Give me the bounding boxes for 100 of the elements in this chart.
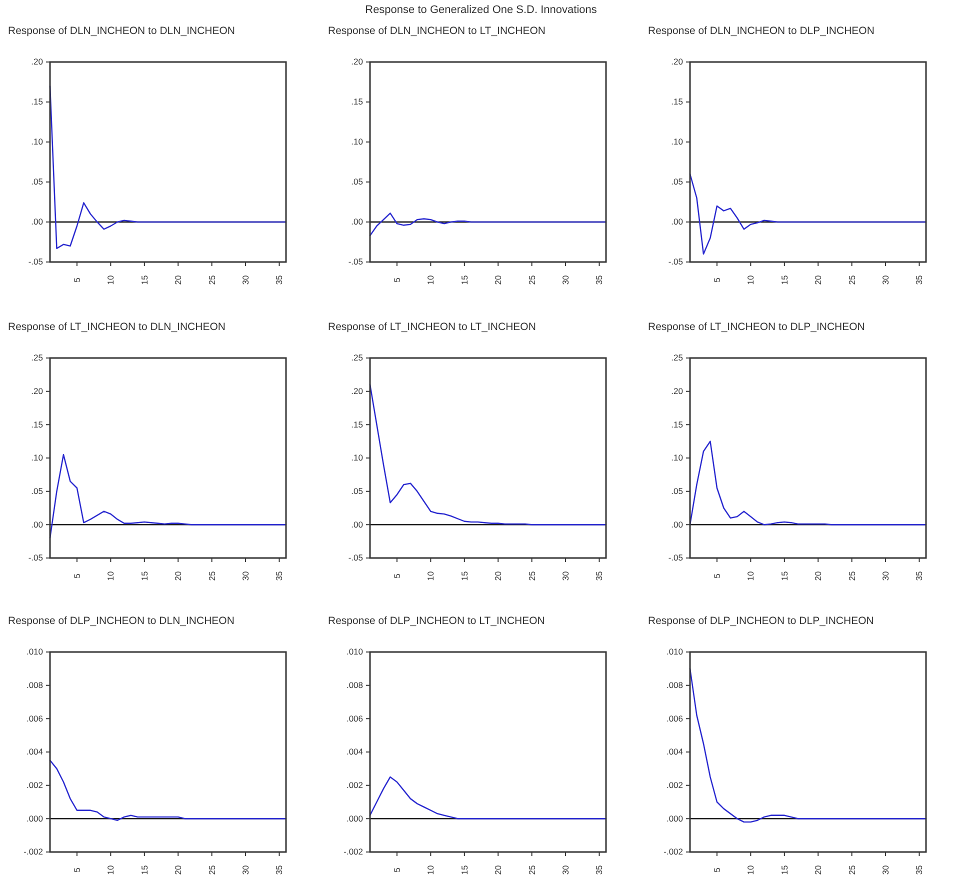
x-tick-label: 15: [139, 275, 150, 285]
x-tick-label: 5: [712, 867, 722, 872]
y-tick-label: .006: [346, 713, 364, 724]
y-tick-label: .10: [31, 452, 44, 463]
y-tick-label: .00: [671, 519, 684, 530]
x-tick-label: 30: [560, 865, 571, 875]
x-tick-label: 35: [594, 571, 604, 581]
chart-title: Response of LT_INCHEON to LT_INCHEON: [328, 321, 536, 333]
x-tick-label: 35: [594, 275, 604, 285]
y-tick-label: .15: [31, 96, 44, 107]
x-tick-label: 20: [813, 865, 824, 875]
y-tick-label: -.002: [664, 846, 684, 857]
x-tick-label: 5: [712, 277, 722, 282]
x-tick-label: 35: [274, 275, 284, 285]
y-tick-label: .00: [351, 519, 364, 530]
x-tick-label: 5: [72, 277, 82, 282]
x-tick-label: 25: [206, 275, 217, 285]
y-tick-label: .008: [346, 680, 364, 690]
x-tick-label: 25: [526, 571, 537, 581]
y-tick-label: .05: [31, 176, 44, 187]
y-tick-label: .20: [671, 386, 684, 396]
x-tick-label: 25: [846, 275, 857, 285]
y-tick-label: .20: [671, 56, 684, 67]
x-tick-label: 30: [240, 865, 251, 875]
x-tick-label: 15: [779, 571, 790, 581]
chart-title: Response of DLP_INCHEON to LT_INCHEON: [328, 615, 545, 627]
x-tick-label: 15: [139, 571, 150, 581]
x-tick-label: 30: [880, 275, 891, 285]
y-tick-label: .00: [31, 519, 44, 530]
chart-title: Response of DLP_INCHEON to DLP_INCHEON: [648, 615, 874, 627]
x-tick-label: 25: [526, 275, 537, 285]
y-tick-label: .05: [351, 486, 364, 496]
y-tick-label: .010: [346, 646, 364, 657]
y-tick-label: .006: [666, 713, 684, 724]
x-tick-label: 25: [526, 865, 537, 875]
y-tick-label: .10: [671, 136, 684, 147]
y-tick-label: .010: [666, 646, 684, 657]
y-tick-label: .000: [26, 813, 44, 824]
x-tick-label: 35: [914, 865, 924, 875]
chart-title: Response of DLN_INCHEON to LT_INCHEON: [328, 25, 546, 37]
y-tick-label: .15: [671, 96, 684, 107]
chart-title: Response of LT_INCHEON to DLP_INCHEON: [648, 321, 865, 333]
x-tick-label: 30: [560, 275, 571, 285]
x-tick-label: 10: [426, 571, 436, 581]
y-tick-label: .20: [351, 56, 364, 67]
x-tick-label: 20: [813, 275, 824, 285]
x-tick-label: 10: [106, 571, 116, 581]
y-tick-label: .10: [351, 136, 364, 147]
x-tick-label: 35: [274, 571, 284, 581]
x-tick-label: 15: [139, 865, 150, 875]
x-tick-label: 35: [594, 865, 604, 875]
y-tick-label: .10: [351, 452, 364, 463]
y-tick-label: .002: [666, 780, 684, 790]
y-tick-label: -.05: [348, 256, 364, 267]
y-tick-label: .05: [671, 486, 684, 496]
y-tick-label: .20: [351, 386, 364, 396]
x-tick-label: 15: [459, 865, 470, 875]
x-tick-label: 10: [746, 865, 756, 875]
y-tick-label: .05: [351, 176, 364, 187]
chart-title: Response of LT_INCHEON to DLN_INCHEON: [8, 321, 226, 333]
y-tick-label: .00: [671, 216, 684, 227]
x-tick-label: 10: [106, 275, 116, 285]
y-tick-label: .05: [671, 176, 684, 187]
chart-title: Response of DLN_INCHEON to DLN_INCHEON: [8, 25, 235, 37]
x-tick-label: 35: [914, 571, 924, 581]
x-tick-label: 25: [206, 571, 217, 581]
x-tick-label: 5: [72, 867, 82, 872]
y-tick-label: .10: [31, 136, 44, 147]
x-tick-label: 5: [392, 277, 402, 282]
y-tick-label: .20: [31, 56, 44, 67]
x-tick-label: 15: [779, 275, 790, 285]
y-tick-label: .010: [26, 646, 44, 657]
y-tick-label: .006: [26, 713, 44, 724]
x-tick-label: 30: [240, 275, 251, 285]
x-tick-label: 20: [813, 571, 824, 581]
y-tick-label: .20: [31, 386, 44, 396]
y-tick-label: .004: [346, 746, 364, 757]
y-tick-label: -.002: [344, 846, 364, 857]
x-tick-label: 30: [240, 571, 251, 581]
y-tick-label: -.05: [28, 552, 44, 563]
x-tick-label: 30: [560, 571, 571, 581]
x-tick-label: 20: [493, 865, 504, 875]
y-tick-label: .000: [666, 813, 684, 824]
x-tick-label: 25: [846, 865, 857, 875]
y-tick-label: .000: [346, 813, 364, 824]
y-tick-label: .002: [346, 780, 364, 790]
y-tick-label: -.05: [668, 256, 684, 267]
y-tick-label: .25: [671, 352, 684, 363]
x-tick-label: 35: [274, 865, 284, 875]
y-tick-label: .002: [26, 780, 44, 790]
x-tick-label: 30: [880, 571, 891, 581]
x-tick-label: 5: [392, 867, 402, 872]
y-tick-label: .00: [31, 216, 44, 227]
x-tick-label: 20: [173, 571, 184, 581]
x-tick-label: 20: [493, 571, 504, 581]
x-tick-label: 15: [459, 275, 470, 285]
x-tick-label: 15: [459, 571, 470, 581]
x-tick-label: 25: [206, 865, 217, 875]
y-tick-label: .15: [351, 419, 364, 430]
y-tick-label: .008: [26, 680, 44, 690]
